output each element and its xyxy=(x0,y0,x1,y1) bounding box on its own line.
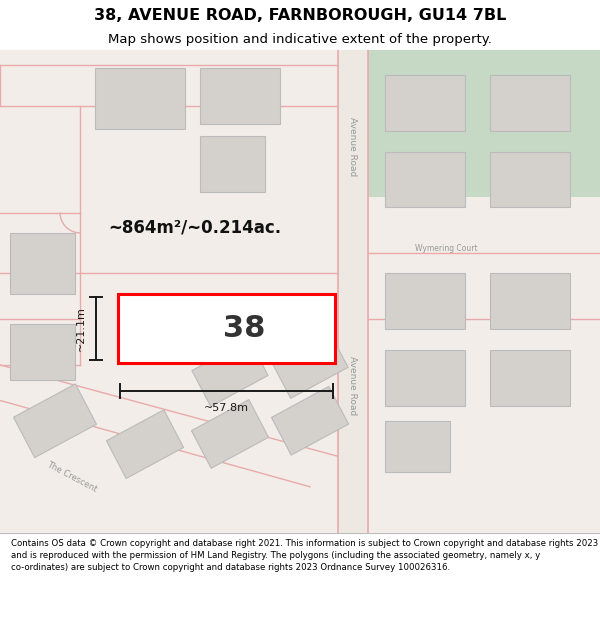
Text: ~864m²/~0.214ac.: ~864m²/~0.214ac. xyxy=(109,219,281,237)
Bar xyxy=(490,76,570,131)
Bar xyxy=(490,274,570,329)
Text: Avenue Road: Avenue Road xyxy=(349,356,358,415)
Polygon shape xyxy=(272,331,348,398)
Text: ~21.1m: ~21.1m xyxy=(76,306,86,351)
Bar xyxy=(385,349,465,406)
Bar xyxy=(490,349,570,406)
Bar xyxy=(118,294,335,363)
Bar xyxy=(200,136,265,192)
Bar xyxy=(10,324,75,380)
Text: Wymering Court: Wymering Court xyxy=(415,244,478,252)
Text: 38, AVENUE ROAD, FARNBOROUGH, GU14 7BL: 38, AVENUE ROAD, FARNBOROUGH, GU14 7BL xyxy=(94,9,506,24)
Polygon shape xyxy=(106,410,184,479)
Text: Contains OS data © Crown copyright and database right 2021. This information is : Contains OS data © Crown copyright and d… xyxy=(11,539,598,572)
Polygon shape xyxy=(191,399,269,468)
Bar xyxy=(385,76,465,131)
Text: Avenue Road: Avenue Road xyxy=(349,117,358,176)
Text: 38: 38 xyxy=(223,314,265,343)
Polygon shape xyxy=(271,386,349,455)
Bar xyxy=(385,421,450,471)
Bar xyxy=(490,152,570,208)
Polygon shape xyxy=(192,339,268,406)
Text: ~57.8m: ~57.8m xyxy=(204,404,249,414)
Text: Map shows position and indicative extent of the property.: Map shows position and indicative extent… xyxy=(108,32,492,46)
Polygon shape xyxy=(14,384,97,458)
Bar xyxy=(200,68,280,124)
Text: The Crescent: The Crescent xyxy=(45,459,98,494)
Bar xyxy=(385,274,465,329)
Polygon shape xyxy=(368,50,600,198)
Bar xyxy=(95,68,185,129)
Polygon shape xyxy=(338,50,368,532)
Bar xyxy=(385,152,465,208)
Bar xyxy=(10,233,75,294)
